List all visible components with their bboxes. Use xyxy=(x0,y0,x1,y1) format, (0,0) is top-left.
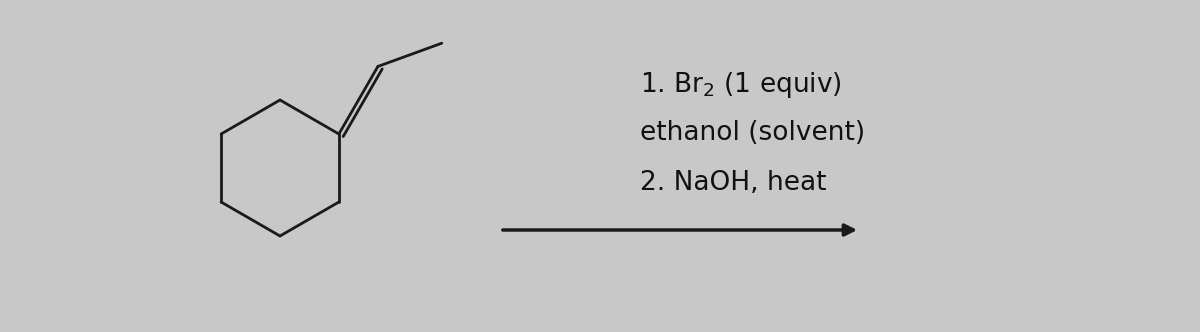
Text: ethanol (solvent): ethanol (solvent) xyxy=(640,120,865,146)
Text: 1. Br$_2$ (1 equiv): 1. Br$_2$ (1 equiv) xyxy=(640,70,841,100)
Text: 2. NaOH, heat: 2. NaOH, heat xyxy=(640,170,827,196)
